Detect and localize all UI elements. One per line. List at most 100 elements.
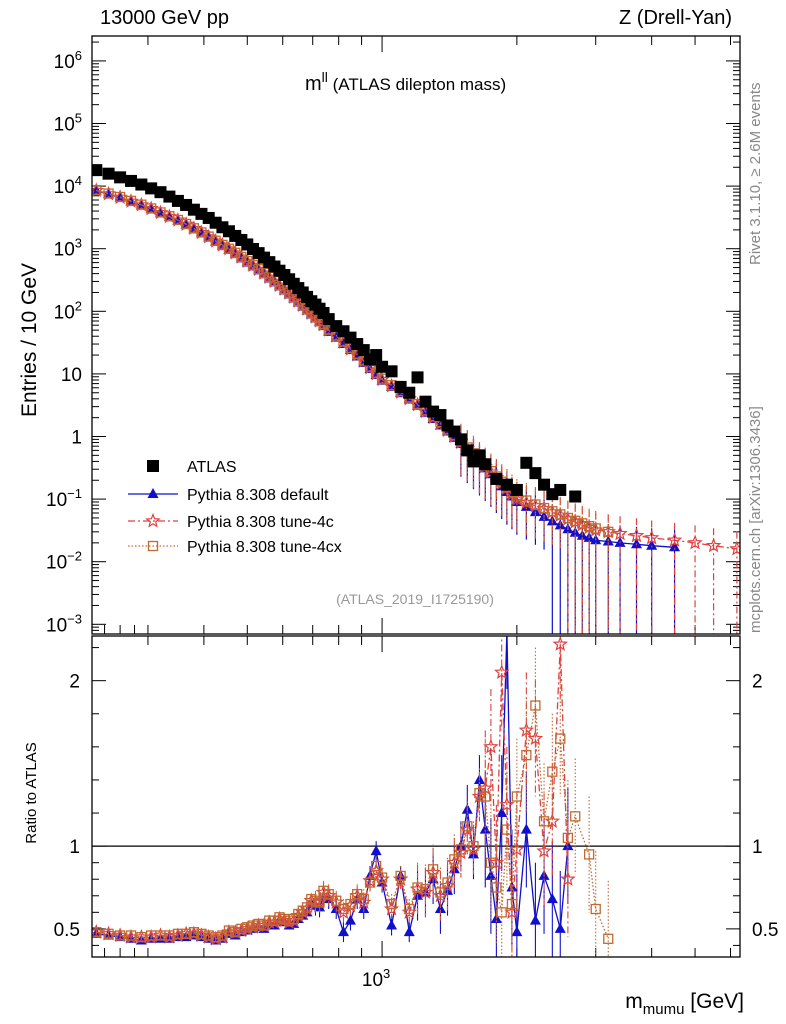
data-point (461, 444, 474, 457)
data-point (529, 467, 542, 480)
data-point (102, 167, 115, 180)
y-tick-label: 105 (54, 111, 82, 136)
main-plot-area (92, 164, 740, 634)
data-point (376, 373, 388, 384)
y-tick-label: 10 (61, 365, 82, 386)
data-point (318, 885, 329, 896)
data-point (687, 534, 703, 550)
data-point (527, 730, 544, 746)
data-point (538, 816, 550, 827)
data-point (490, 472, 503, 485)
data-point (511, 926, 523, 937)
data-point (196, 928, 207, 939)
data-point (496, 807, 508, 818)
data-point (217, 239, 228, 251)
data-point (344, 914, 356, 925)
data-point (590, 523, 601, 534)
data-point (147, 488, 159, 498)
plot-title: mll (ATLAS dilepton mass) (305, 69, 506, 95)
data-point (364, 877, 376, 888)
data-point (483, 738, 499, 754)
ratio-y-tick-label: 0.5 (54, 920, 80, 941)
mcplots-label: mcplots.cern.ch [arXiv:1306.3436] (747, 406, 764, 633)
data-point (666, 532, 683, 547)
data-point (603, 933, 614, 944)
data-point (479, 458, 492, 471)
data-point (188, 927, 200, 938)
ratio-y-tick-label-right: 1 (752, 837, 763, 858)
xlabel: mmumu [GeV] (625, 990, 744, 1018)
data-point (403, 386, 416, 399)
rivet-version-label: Rivet 3.1.10, ≥ 2.6M events (747, 83, 764, 266)
data-point (172, 928, 184, 939)
data-point (370, 349, 383, 362)
data-point (314, 897, 325, 908)
data-point (92, 185, 102, 196)
data-point (420, 884, 431, 895)
data-point (376, 872, 388, 883)
data-point (442, 877, 453, 888)
data-point (583, 520, 595, 532)
ratio-plot-area (92, 636, 614, 957)
header-right: Z (Drell-Yan) (619, 7, 732, 29)
data-point (103, 188, 114, 199)
data-point (230, 927, 241, 938)
data-point (569, 490, 582, 503)
data-point (474, 788, 485, 799)
y-tick-label: 104 (54, 173, 82, 198)
ratio-y-tick-label: 2 (69, 672, 80, 693)
data-point (491, 882, 502, 893)
data-point (92, 164, 103, 177)
data-point (236, 923, 247, 935)
data-point (529, 914, 541, 925)
data-point (480, 791, 491, 802)
data-point (562, 840, 574, 851)
data-point (583, 849, 595, 860)
data-point (538, 502, 550, 514)
data-point (419, 395, 432, 408)
data-point (385, 365, 398, 378)
data-point (253, 918, 264, 930)
data-point (603, 526, 614, 537)
data-point (501, 824, 513, 835)
data-point (536, 842, 552, 858)
data-point (547, 506, 558, 517)
data-point (395, 870, 406, 882)
header-left: 13000 GeV pp (100, 7, 229, 29)
data-point (555, 509, 566, 520)
legend: ATLAS Pythia 8.308 default Pythia 8.308 tu… (128, 459, 342, 556)
data-point (145, 182, 158, 195)
data-point (203, 930, 214, 941)
data-point (510, 483, 523, 496)
data-point (210, 931, 221, 943)
data-point (628, 527, 645, 543)
data-point (547, 766, 558, 777)
data-point (376, 360, 389, 373)
data-point (520, 456, 533, 469)
data-point (412, 882, 423, 893)
data-point (454, 433, 467, 446)
data-point (323, 888, 334, 900)
data-point (180, 928, 192, 939)
data-point (506, 898, 518, 910)
data-point (114, 171, 127, 184)
data-point (92, 927, 102, 938)
data-point (147, 460, 159, 472)
data-point (552, 636, 568, 651)
y-tick-label: 10−1 (46, 486, 82, 511)
data-point (103, 928, 114, 939)
data-point (386, 919, 398, 930)
data-point (504, 904, 520, 919)
analysis-id: (ATLAS_2019_I1725190) (336, 591, 494, 607)
main-frame (91, 35, 741, 635)
main-ylabel: Entries / 10 GeV (18, 263, 41, 417)
y-tick-label: 102 (54, 298, 82, 323)
data-point (590, 903, 601, 915)
data-point (223, 925, 235, 936)
data-point (538, 478, 551, 491)
data-point (147, 540, 159, 552)
data-point (546, 893, 558, 904)
data-point (247, 920, 259, 931)
